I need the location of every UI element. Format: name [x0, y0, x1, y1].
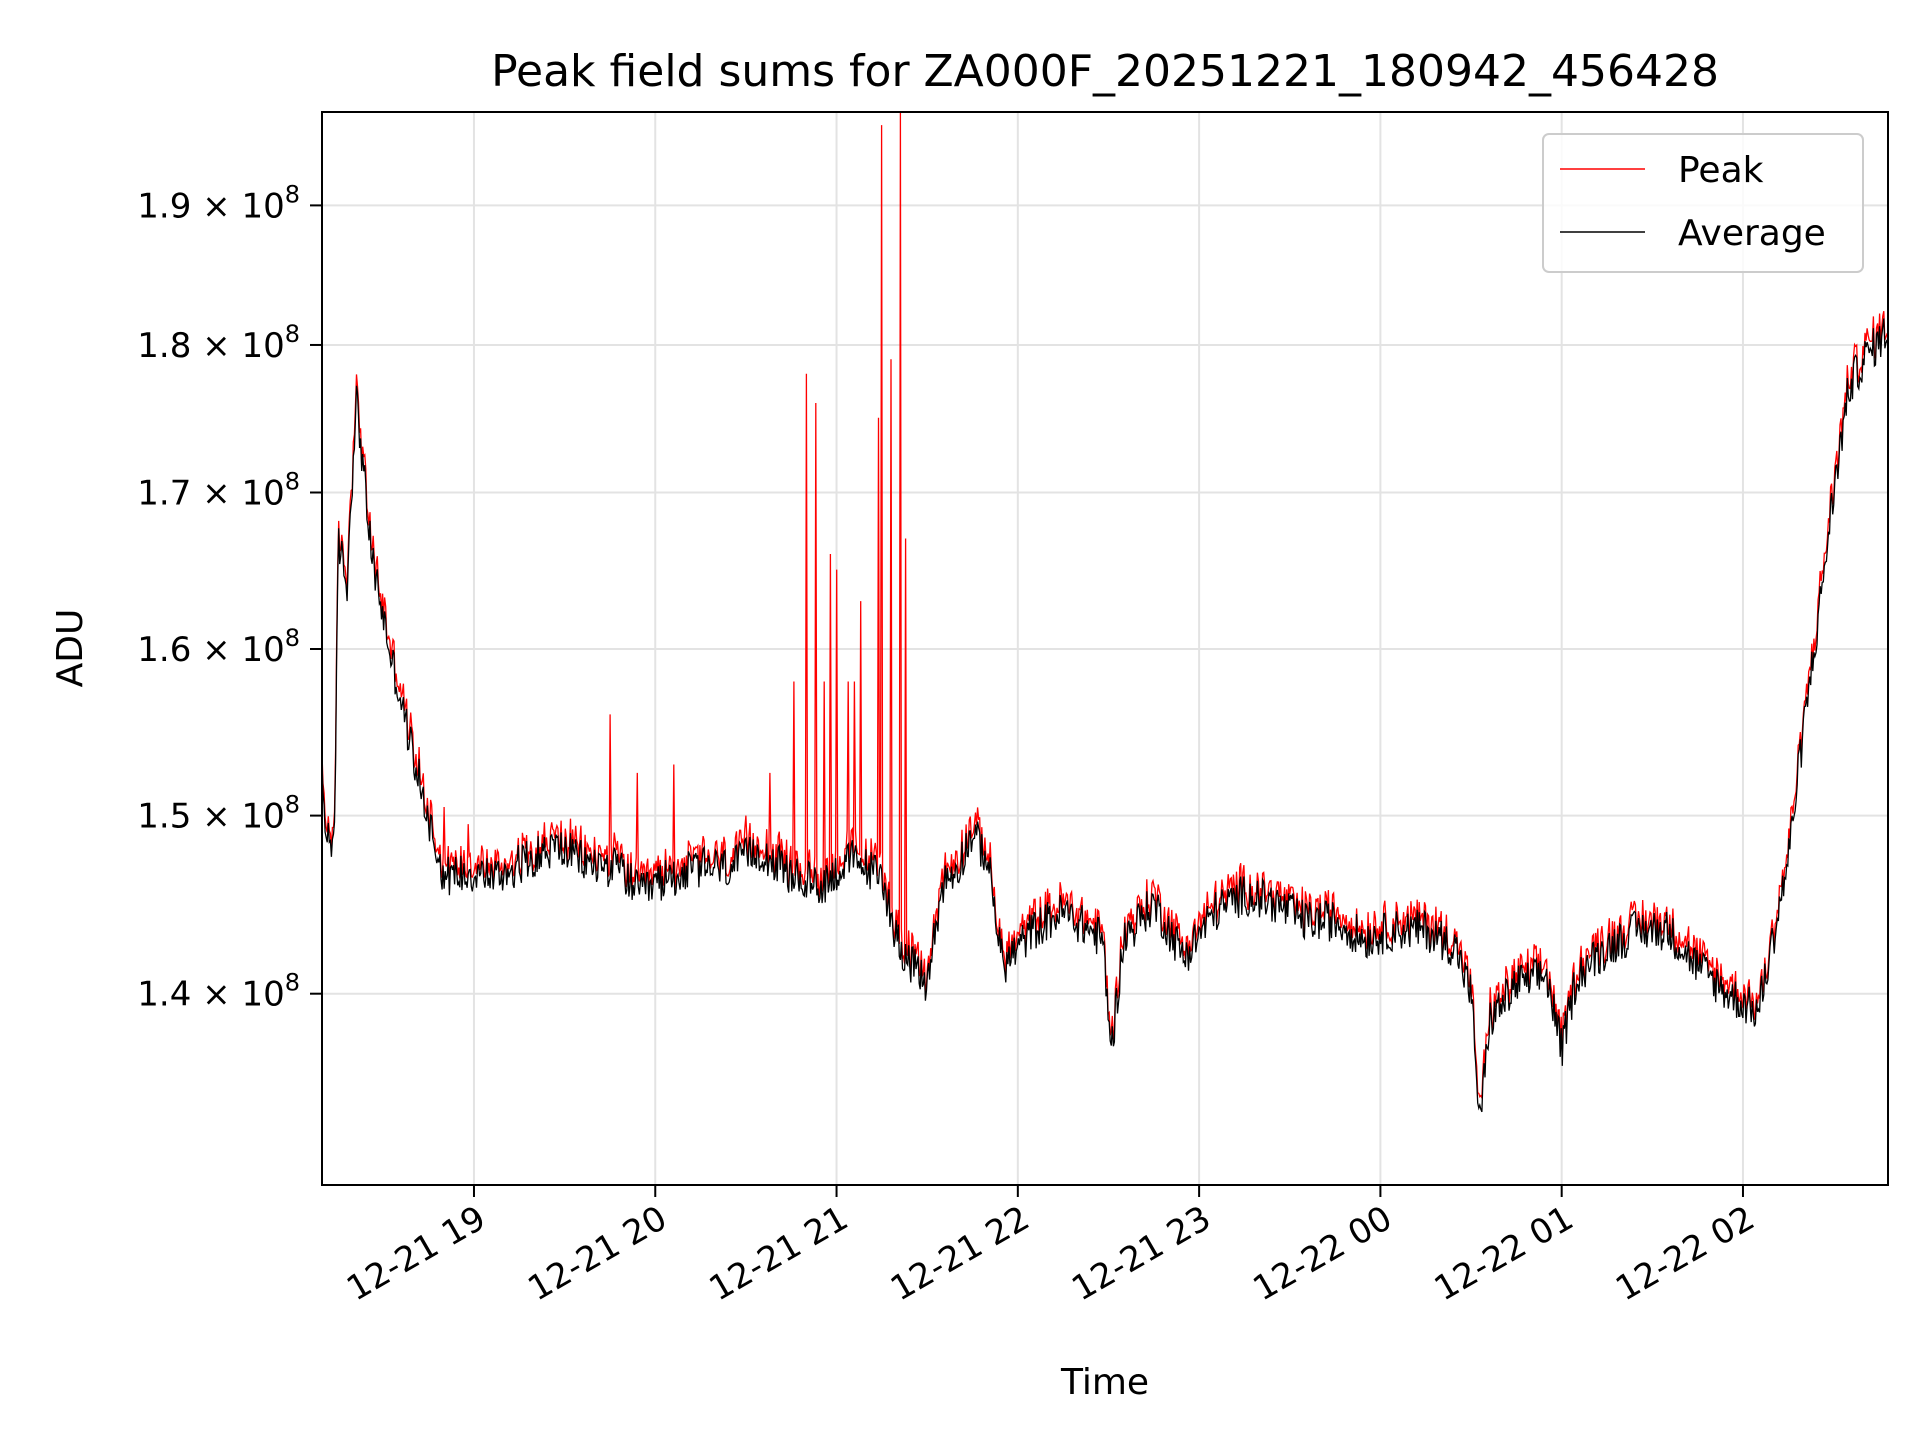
y-tick-label: 1.4 × 108 [137, 969, 300, 1015]
series-line-average [322, 318, 1888, 1113]
series-line-peak [322, 112, 1888, 1101]
y-tick-label: 1.8 × 108 [137, 320, 300, 366]
y-tick-label: 1.6 × 108 [137, 624, 300, 670]
y-axis-label: ADU [50, 609, 91, 688]
y-tick-label: 1.9 × 108 [137, 180, 300, 226]
x-axis-label: Time [1060, 1362, 1149, 1403]
series-area [322, 112, 1888, 1113]
y-tick-label: 1.5 × 108 [137, 791, 300, 837]
legend-label-peak: Peak [1678, 150, 1764, 191]
legend: Peak Average [1542, 133, 1864, 273]
y-tick-label: 1.7 × 108 [137, 468, 300, 514]
chart-title: Peak field sums for ZA000F_20251221_1809… [491, 46, 1719, 97]
legend-label-average: Average [1678, 213, 1826, 254]
